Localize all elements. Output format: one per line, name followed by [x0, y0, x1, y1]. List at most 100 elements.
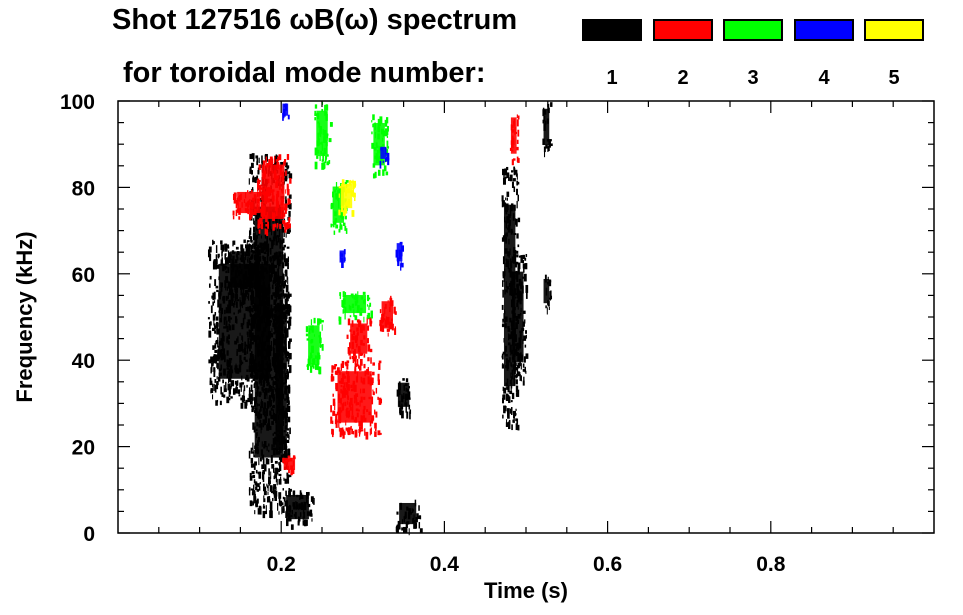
mode-2-speck [342, 385, 345, 391]
mode-1-speck [515, 379, 518, 385]
mode-1-speck [278, 498, 281, 506]
mode-1-speck [519, 299, 522, 305]
mode-1-speck [216, 380, 219, 386]
mode-1-speck [218, 368, 222, 372]
mode-1-speck [266, 458, 270, 465]
mode-2-speck [360, 425, 363, 428]
mode-5-speck [352, 188, 355, 193]
mode-1-speck [259, 274, 263, 278]
mode-3-speck [319, 337, 322, 344]
mode-2-speck [276, 176, 278, 183]
mode-1-speck [264, 322, 268, 329]
mode-1-speck [262, 407, 266, 416]
mode-1-speck [220, 353, 223, 361]
mode-3-speck [383, 165, 387, 172]
mode-2-speck [262, 166, 264, 170]
mode-1-speck [247, 250, 249, 255]
mode-1-speck [215, 316, 219, 321]
mode-1-speck [236, 351, 238, 356]
mode-2-speck [362, 325, 365, 331]
mode-1-speck [274, 436, 277, 445]
mode-1-speck [514, 349, 516, 356]
mode-1-speck [285, 518, 289, 527]
mode-1-speck [282, 353, 284, 357]
mode-1-speck [263, 374, 267, 381]
mode-2-speck [359, 326, 363, 334]
mode-1-speck [399, 410, 401, 415]
mode-1-speck [279, 431, 281, 435]
mode-1-speck [241, 342, 244, 347]
mode-2-speck [267, 178, 270, 184]
mode-1-speck [299, 516, 301, 522]
mode-1-speck [213, 260, 216, 267]
mode-3-speck [368, 297, 371, 300]
mode-1-speck [242, 287, 245, 295]
mode-2-speck [233, 192, 237, 197]
mode-2-speck [274, 156, 276, 164]
mode-1-speck [298, 503, 301, 510]
mode-1-speck [227, 267, 230, 274]
mode-1-speck [269, 247, 272, 255]
mode-2-speck [332, 393, 334, 397]
mode-1-speck [255, 240, 257, 246]
mode-1-speck [210, 368, 213, 371]
mode-1-speck [215, 245, 218, 254]
mode-2-speck [358, 321, 362, 327]
mode-1-speck [245, 244, 247, 249]
mode-1-speck [510, 260, 513, 269]
mode-2-speck [352, 380, 356, 385]
mode-3-speck [317, 132, 320, 141]
mode-1-speck [228, 358, 232, 364]
mode-1-speck [252, 501, 254, 506]
mode-3-region-5 [371, 114, 390, 179]
mode-2-speck [370, 357, 372, 364]
mode-2-speck [276, 162, 280, 170]
mode-1-speck [261, 348, 264, 352]
mode-1-speck [302, 520, 306, 526]
mode-1-speck [506, 191, 510, 197]
mode-1-speck [284, 311, 286, 318]
mode-1-speck [279, 286, 282, 291]
mode-1-speck [240, 384, 242, 392]
mode-1-speck [248, 178, 250, 185]
mode-1-speck [281, 435, 284, 444]
mode-2-speck [357, 364, 360, 369]
mode-1-speck [511, 326, 514, 331]
mode-1-speck [513, 233, 517, 236]
mode-2-speck [260, 192, 262, 201]
mode-1-speck [216, 264, 220, 269]
mode-1-speck [221, 251, 223, 257]
mode-1-speck [522, 368, 526, 372]
mode-1-speck [248, 245, 251, 252]
mode-1-speck [516, 418, 519, 424]
mode-1-speck [253, 449, 255, 458]
mode-2-speck [363, 353, 366, 358]
mode-1-speck [211, 394, 214, 400]
mode-1-speck [217, 377, 221, 382]
mode-1-speck [261, 360, 264, 365]
mode-2-speck [384, 303, 387, 309]
mode-1-speck [284, 453, 287, 457]
mode-2-speck [371, 415, 375, 421]
mode-1-speck [257, 253, 259, 259]
mode-1-speck [288, 504, 291, 508]
mode-2-speck [337, 408, 340, 413]
mode-1-speck [507, 251, 510, 257]
mode-1-speck [255, 236, 257, 243]
mode-1-speck [509, 357, 511, 363]
mode-1-speck [250, 318, 253, 323]
mode-1-speck [226, 286, 228, 291]
mode-2-speck [258, 184, 262, 190]
mode-2-speck [252, 197, 256, 202]
mode-1-speck [250, 319, 254, 326]
mode-4-region-4 [395, 241, 405, 271]
mode-1-speck [234, 380, 237, 385]
mode-2-speck [367, 367, 369, 375]
mode-2-speck [352, 383, 354, 391]
mode-1-speck [209, 380, 213, 386]
mode-2-speck [515, 131, 518, 134]
mode-1-speck [250, 300, 253, 306]
mode-1-speck [517, 293, 520, 302]
mode-1-speck [505, 345, 507, 352]
mode-3-speck [333, 230, 336, 235]
